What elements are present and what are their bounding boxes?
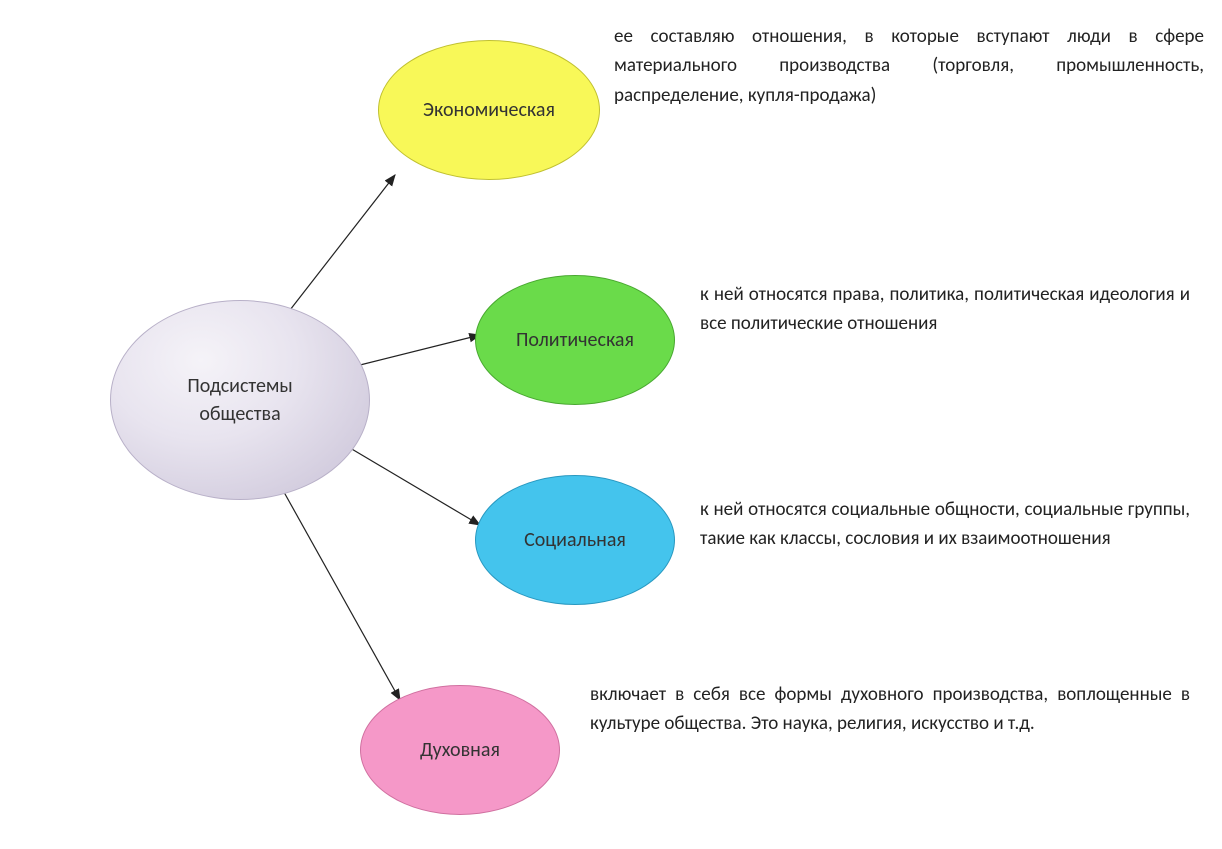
node-label-economic: Экономическая: [413, 96, 565, 124]
center-label-line1: Подсистемы: [187, 374, 292, 398]
node-spiritual: Духовная: [360, 685, 560, 815]
center-node: Подсистемы общества: [110, 300, 370, 500]
center-label-line2: общества: [199, 402, 280, 426]
node-political: Политическая: [475, 275, 675, 405]
node-economic: Экономическая: [378, 40, 600, 180]
node-label-political: Политическая: [506, 326, 644, 354]
node-label-spiritual: Духовная: [410, 736, 510, 764]
description-economic: ее составляю отношения, в которые вступа…: [614, 22, 1204, 110]
description-spiritual: включает в себя все формы духовного прои…: [590, 680, 1190, 739]
center-node-label: Подсистемы общества: [177, 372, 302, 428]
description-social: к ней относятся социальные общности, соц…: [700, 495, 1190, 554]
description-political: к ней относятся права, политика, политич…: [700, 280, 1190, 339]
diagram-canvas: Подсистемы общества Экономическая ее сост…: [0, 0, 1222, 849]
node-label-social: Социальная: [514, 526, 636, 554]
node-social: Социальная: [475, 475, 675, 605]
